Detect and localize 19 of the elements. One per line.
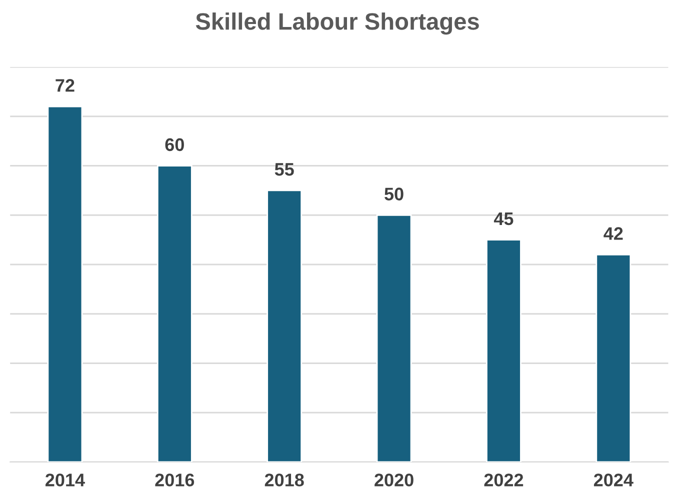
bar bbox=[596, 254, 632, 462]
bar bbox=[266, 190, 302, 462]
data-label: 45 bbox=[494, 212, 514, 226]
x-tick-label: 2022 bbox=[484, 474, 524, 486]
bar bbox=[47, 106, 83, 462]
chart-title: Skilled Labour Shortages bbox=[196, 12, 479, 35]
bar bbox=[376, 214, 412, 462]
data-label: 55 bbox=[274, 163, 294, 176]
x-tick-label: 2018 bbox=[264, 474, 304, 486]
x-tick-label: 2024 bbox=[594, 474, 634, 486]
bar bbox=[486, 239, 522, 462]
data-label: 50 bbox=[384, 188, 404, 200]
bar bbox=[156, 165, 192, 462]
data-label: 42 bbox=[604, 227, 623, 240]
x-tick-label: 2014 bbox=[46, 474, 85, 486]
data-label: 60 bbox=[165, 138, 184, 152]
data-label: 72 bbox=[56, 79, 74, 92]
x-tick-label: 2020 bbox=[374, 474, 414, 486]
x-tick-label: 2016 bbox=[155, 474, 194, 486]
